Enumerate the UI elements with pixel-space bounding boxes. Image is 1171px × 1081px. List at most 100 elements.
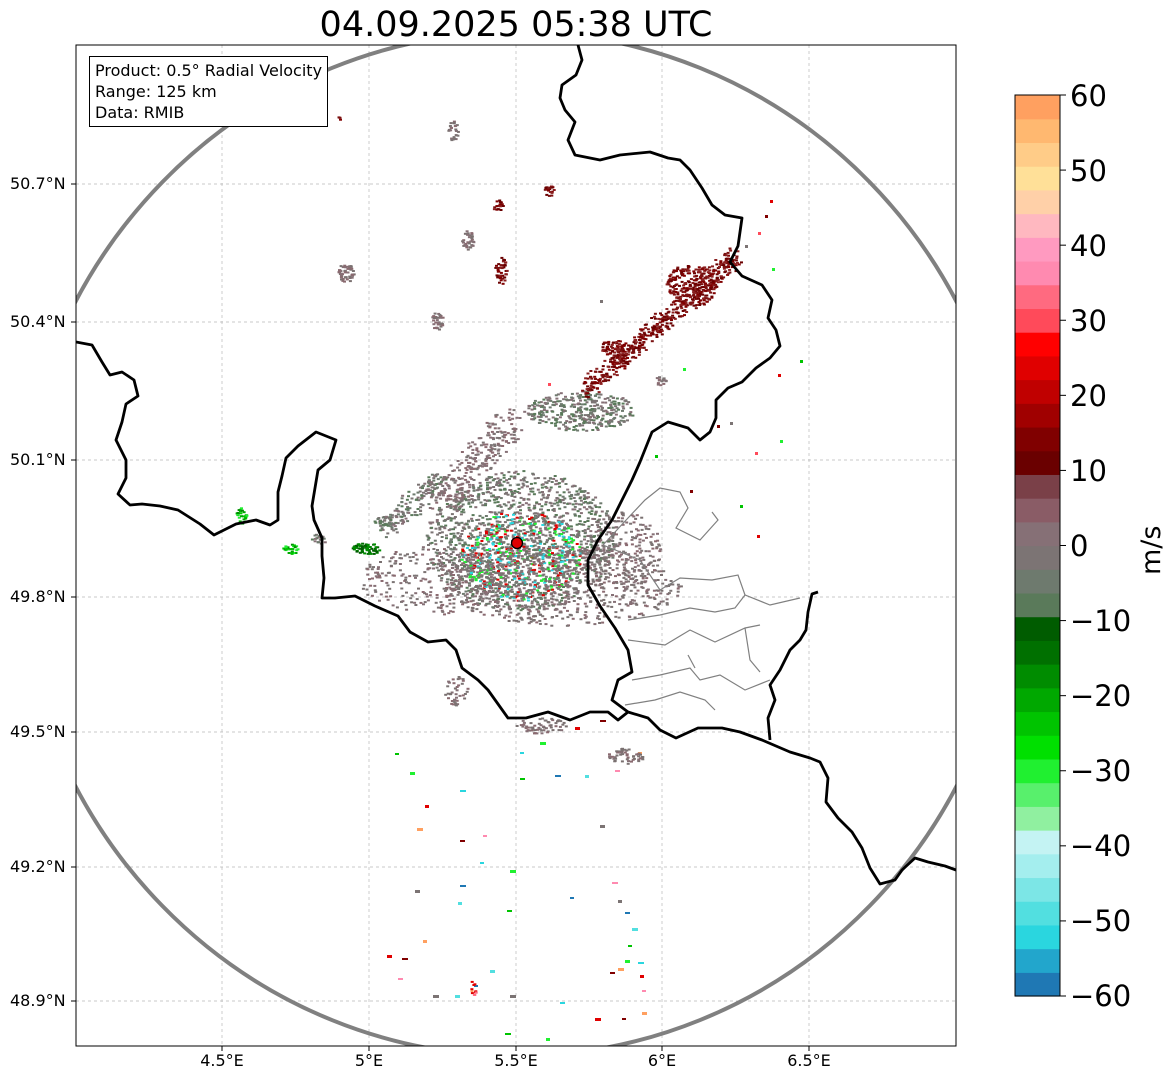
- echo-pixel: [679, 298, 682, 301]
- echo-pixel: [386, 584, 390, 587]
- echo-pixel: [449, 581, 453, 584]
- echo-pixel: [560, 567, 564, 570]
- echo-pixel: [615, 356, 619, 359]
- echo-pixel: [512, 513, 515, 516]
- echo-pixel: [605, 347, 609, 349]
- echo-pixel: [657, 544, 661, 547]
- echo-pixel: [605, 411, 609, 414]
- echo-pixel: [513, 477, 517, 480]
- echo-pixel: [505, 269, 509, 272]
- echo-pixel: [556, 552, 560, 555]
- echo-pixel: [564, 601, 568, 604]
- echo-pixel: [471, 536, 475, 539]
- echo-pixel: [526, 485, 529, 488]
- echo-pixel: [574, 588, 578, 591]
- echo-pixel: [486, 484, 489, 487]
- echo-pixel: [541, 411, 545, 414]
- echo-pixel: [484, 530, 488, 533]
- echo-pixel: [567, 536, 571, 539]
- echo-pixel: [456, 593, 460, 596]
- echo-pixel: [585, 621, 589, 624]
- echo-pixel: [602, 581, 606, 584]
- echo-pixel: [479, 485, 483, 488]
- echo-pixel: [619, 538, 623, 541]
- echo-pixel: [454, 479, 458, 482]
- echo-pixel: [634, 517, 638, 520]
- echo-pixel: [477, 486, 481, 489]
- echo-pixel: [467, 520, 470, 523]
- echo-pixel: [644, 338, 648, 341]
- echo-pixel: [436, 323, 440, 326]
- echo-pixel: [433, 312, 437, 315]
- echo-pixel: [512, 552, 516, 555]
- echo-pixel: [452, 587, 456, 590]
- echo-pixel: [634, 602, 638, 605]
- echo-pixel: [420, 485, 424, 488]
- echo-pixel: [728, 268, 732, 271]
- echo-pixel: [561, 495, 565, 498]
- echo-pixel: [727, 266, 731, 268]
- echo-pixel: [572, 426, 576, 428]
- echo-pixel: [622, 344, 626, 347]
- echo-pixel: [621, 409, 624, 412]
- echo-pixel: [415, 574, 419, 577]
- echo-pixel: [595, 417, 599, 420]
- echo-pixel: [495, 531, 499, 534]
- echo-pixel: [461, 581, 465, 584]
- echo-pixel: [512, 431, 516, 434]
- echo-pixel: [427, 492, 431, 494]
- echo-pixel: [630, 346, 634, 349]
- echo-pixel: [668, 277, 672, 280]
- echo-pixel: [659, 592, 663, 595]
- echo-pixel: [634, 339, 638, 341]
- echo-pixel: [696, 293, 700, 296]
- echo-pixel: [460, 489, 464, 491]
- echo-pixel: [516, 438, 520, 441]
- echo-pixel: [627, 401, 631, 404]
- echo-pixel: [681, 268, 685, 271]
- echo-pixel: [343, 270, 347, 272]
- echo-pixel: [437, 574, 441, 577]
- echo-pixel: [670, 319, 673, 321]
- echo-pixel: [659, 548, 663, 551]
- echo-pixel: [501, 419, 505, 422]
- echo-pixel: [672, 269, 676, 272]
- echo-pixel: [469, 600, 473, 603]
- echo-pixel: [661, 320, 664, 323]
- echo-pixel: [653, 317, 657, 320]
- echo-pixel: [400, 587, 404, 590]
- echo-pixel: [592, 535, 596, 538]
- echo-pixel: [626, 570, 630, 573]
- echo-pixel: [498, 437, 502, 440]
- echo-pixel: [588, 505, 592, 508]
- echo-pixel: [529, 537, 533, 540]
- echo-pixel: [466, 600, 470, 603]
- echo-pixel: [676, 293, 680, 296]
- echo-pixel: [600, 408, 604, 411]
- echo-pixel: [515, 521, 519, 524]
- echo-pixel: [542, 547, 546, 550]
- echo-pixel: [510, 413, 514, 416]
- echo-pixel: [510, 423, 514, 426]
- echo-pixel: [644, 580, 648, 583]
- echo-pixel: [625, 353, 628, 355]
- echo-pixel: [493, 206, 497, 209]
- echo-pixel: [682, 295, 686, 297]
- echo-pixel: [487, 577, 491, 580]
- echo-pixel: [464, 467, 468, 470]
- echo-pixel: [480, 578, 484, 581]
- echo-pixel: [447, 487, 451, 490]
- echo-pixel: [566, 567, 570, 570]
- echo-pixel: [669, 292, 673, 295]
- echo-pixel: [619, 580, 623, 583]
- echo-pixel: [441, 479, 445, 482]
- echo-pixel: [521, 565, 525, 568]
- echo-pixel: [527, 550, 531, 553]
- echo-pixel: [584, 391, 588, 394]
- echo-pixel: [535, 537, 539, 540]
- echo-pixel: [492, 598, 496, 601]
- echo-pixel: [611, 368, 615, 371]
- echo-pixel: [657, 317, 661, 320]
- echo-pixel: [557, 593, 561, 596]
- echo-pixel: [529, 545, 533, 547]
